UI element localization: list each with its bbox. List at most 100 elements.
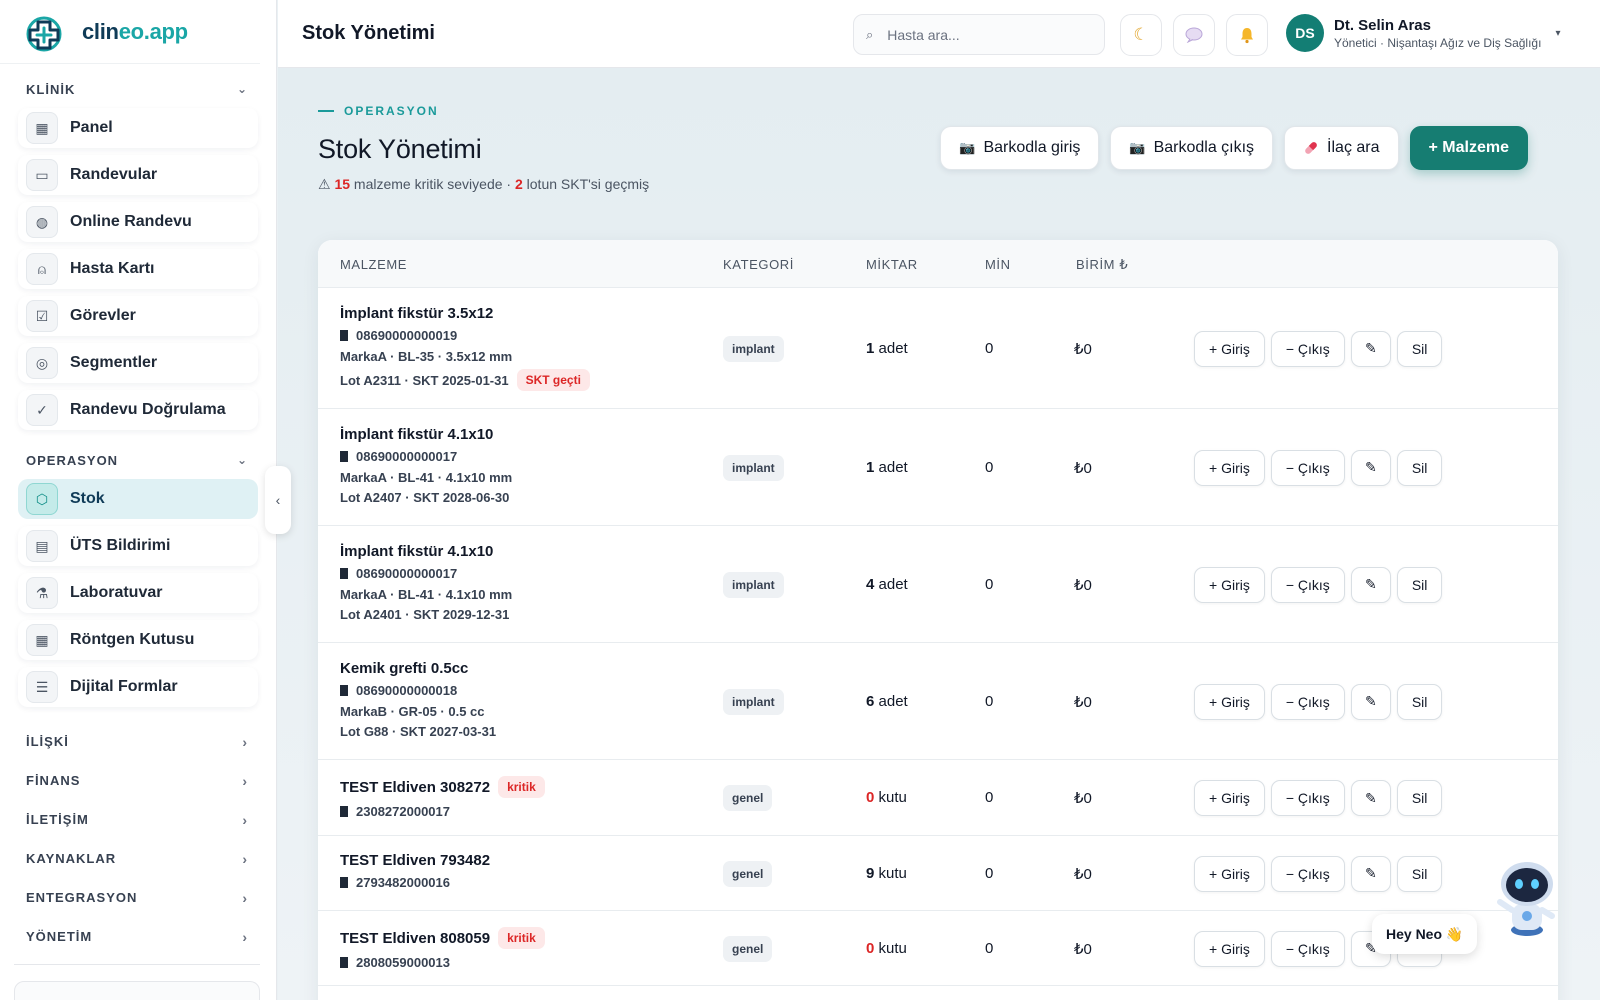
stock-out-button[interactable]: − Çıkış	[1270, 566, 1345, 603]
table-row[interactable]: Kemik grefti 0.5cc 08690000000018 MarkaB …	[318, 643, 1558, 760]
sidebar-item[interactable]: ▦ Panel	[18, 108, 258, 148]
quantity-unit: adet	[878, 692, 908, 710]
assistant-bubble[interactable]: Hey Neo 👋	[1372, 914, 1478, 954]
chevron-down-icon: ⌄	[236, 453, 248, 467]
sidebar-group-collapsed[interactable]: İLETİŞİM ›	[18, 800, 258, 839]
delete-button[interactable]: Sil	[1396, 330, 1443, 367]
stock-out-button[interactable]: − Çıkış	[1270, 683, 1345, 720]
sidebar-item[interactable]: ▤ ÜTS Bildirimi	[18, 526, 258, 566]
table-row[interactable]: İmplant fikstür 4.1x10 08690000000017 Mar…	[318, 409, 1558, 526]
stock-in-button[interactable]: + Giriş	[1194, 780, 1265, 816]
stock-table: MALZEME KATEGORİ MİKTAR MİN BİRİM ₺ İmpl…	[318, 240, 1558, 1000]
moon-icon: ☾	[1133, 25, 1149, 44]
notifications-button[interactable]	[1226, 14, 1268, 56]
sidebar-group-collapsed[interactable]: ENTEGRASYON ›	[18, 878, 258, 917]
sidebar-group-collapsed[interactable]: FİNANS ›	[18, 761, 258, 800]
table-row[interactable]: TEST Eldiven 793482 2793482000016 genel 9 …	[318, 836, 1558, 911]
chevron-down-icon: ⌄	[236, 82, 248, 96]
user-menu[interactable]: DS Dt. Selin Aras Yönetici · Nişantaşı A…	[1286, 14, 1560, 52]
stock-out-button[interactable]: − Çıkış	[1270, 855, 1345, 892]
add-item-button[interactable]: + Malzeme	[1409, 126, 1528, 170]
item-cell: İmplant fikstür 4.1x10 08690000000017 Mar…	[340, 543, 512, 622]
sidebar-group-collapsed[interactable]: KAYNAKLAR ›	[18, 839, 258, 878]
price-cell: ₺0	[1074, 693, 1092, 711]
table-row[interactable]: İmplant fikstür 4.1x10 08690000000017 Mar…	[318, 526, 1558, 643]
item-lot-line: Lot G88 · SKT 2027-03-31	[340, 724, 496, 739]
delete-button[interactable]: Sil	[1396, 449, 1443, 486]
logo[interactable]: clineo.app	[0, 0, 260, 64]
sidebar-item[interactable]: ⍝ Hasta Kartı	[18, 249, 258, 289]
critical-badge: kritik	[498, 776, 545, 798]
delete-button[interactable]: Sil	[1396, 855, 1443, 892]
min-cell: 0	[985, 575, 994, 593]
item-lot-line: Lot A2401 · SKT 2029-12-31	[340, 607, 512, 622]
edit-button[interactable]: ✎	[1350, 780, 1391, 816]
stock-out-button[interactable]: − Çıkış	[1270, 930, 1345, 967]
delete-button[interactable]: Sil	[1396, 566, 1443, 603]
search-box[interactable]: ⌕	[853, 14, 1105, 55]
item-name-line: İmplant fikstür 4.1x10	[340, 543, 512, 560]
edit-button[interactable]: ✎	[1350, 566, 1391, 603]
item-name: TEST Eldiven 808059	[340, 929, 491, 947]
price-cell: ₺0	[1074, 459, 1092, 477]
edit-button[interactable]: ✎	[1350, 449, 1391, 486]
min-cell: 0	[985, 692, 994, 710]
theme-toggle-button[interactable]: ☾	[1120, 14, 1162, 56]
bell-icon	[1241, 28, 1253, 44]
quantity-value: 1	[866, 339, 875, 357]
table-row[interactable]: TEST Eldiven 308272 kritik 2308272000017 g…	[318, 760, 1558, 836]
barcode-out-button[interactable]: 📷 Barkodla çıkış	[1110, 126, 1274, 170]
robot-assistant-icon[interactable]	[1494, 858, 1560, 938]
stock-in-button[interactable]: + Giriş	[1194, 855, 1265, 892]
messages-button[interactable]	[1173, 14, 1215, 56]
stock-in-button[interactable]: + Giriş	[1194, 930, 1265, 967]
box-icon: ⬡	[26, 483, 58, 515]
stock-in-button[interactable]: + Giriş	[1194, 330, 1265, 367]
quantity-value: 1	[866, 458, 875, 476]
col-item: MALZEME	[340, 257, 408, 272]
drug-search-button[interactable]: İlaç ara	[1284, 126, 1399, 170]
sidebar-group-collapsed[interactable]: İLİŞKİ ›	[18, 722, 258, 761]
quantity-cell: 9 kutu	[866, 865, 907, 882]
search-input[interactable]	[887, 26, 1078, 43]
sidebar-group-header[interactable]: KLİNİK ⌄	[18, 74, 258, 104]
sidebar-footer-card[interactable]	[14, 981, 260, 1000]
stock-in-button[interactable]: + Giriş	[1194, 449, 1265, 486]
edit-button[interactable]: ✎	[1350, 330, 1391, 367]
stock-out-button[interactable]: − Çıkış	[1270, 780, 1345, 816]
sidebar-item[interactable]: ▦ Röntgen Kutusu	[18, 620, 258, 660]
sidebar-item[interactable]: ◍ Online Randevu	[18, 202, 258, 242]
category-badge: implant	[723, 571, 784, 598]
col-category: KATEGORİ	[723, 257, 795, 272]
chevron-right-icon: ›	[242, 811, 248, 828]
item-name: TEST Eldiven 308272	[340, 778, 491, 796]
sidebar-item[interactable]: ☰ Dijital Formlar	[18, 667, 258, 707]
item-lot: Lot A2407 · SKT 2028-06-30	[340, 490, 510, 505]
logo-cross-icon	[26, 16, 62, 51]
check-circle-icon: ✓	[26, 394, 58, 426]
table-row[interactable]: İmplant fikstür 3.5x12 08690000000019 Mar…	[318, 288, 1558, 409]
sidebar-group-header[interactable]: OPERASYON ⌄	[18, 445, 258, 475]
sidebar-item[interactable]: ⚗ Laboratuvar	[18, 573, 258, 613]
sidebar-group-label: İLİŞKİ	[26, 734, 69, 749]
edit-button[interactable]: ✎	[1350, 855, 1391, 892]
delete-button[interactable]: Sil	[1396, 683, 1443, 720]
stock-in-button[interactable]: + Giriş	[1194, 683, 1265, 720]
stock-in-button[interactable]: + Giriş	[1194, 566, 1265, 603]
collapse-sidebar-button[interactable]: ‹	[265, 466, 291, 534]
delete-button[interactable]: Sil	[1396, 780, 1443, 816]
col-min: MİN	[985, 257, 1011, 272]
stock-out-button[interactable]: − Çıkış	[1270, 449, 1345, 486]
sidebar-group-collapsed[interactable]: YÖNETİM ›	[18, 917, 258, 956]
stock-out-button[interactable]: − Çıkış	[1270, 330, 1345, 367]
sidebar-item[interactable]: ▭ Randevular	[18, 155, 258, 195]
category-badge: implant	[723, 688, 784, 715]
min-cell: 0	[985, 339, 994, 357]
sidebar-item[interactable]: ☑ Görevler	[18, 296, 258, 336]
row-actions: + Giriş − Çıkış ✎ Sil	[1194, 330, 1443, 367]
sidebar-item[interactable]: ◎ Segmentler	[18, 343, 258, 383]
sidebar-item[interactable]: ✓ Randevu Doğrulama	[18, 390, 258, 430]
edit-button[interactable]: ✎	[1350, 683, 1391, 720]
barcode-in-button[interactable]: 📷 Barkodla giriş	[940, 126, 1100, 170]
sidebar-item[interactable]: ⬡ Stok	[18, 479, 258, 519]
